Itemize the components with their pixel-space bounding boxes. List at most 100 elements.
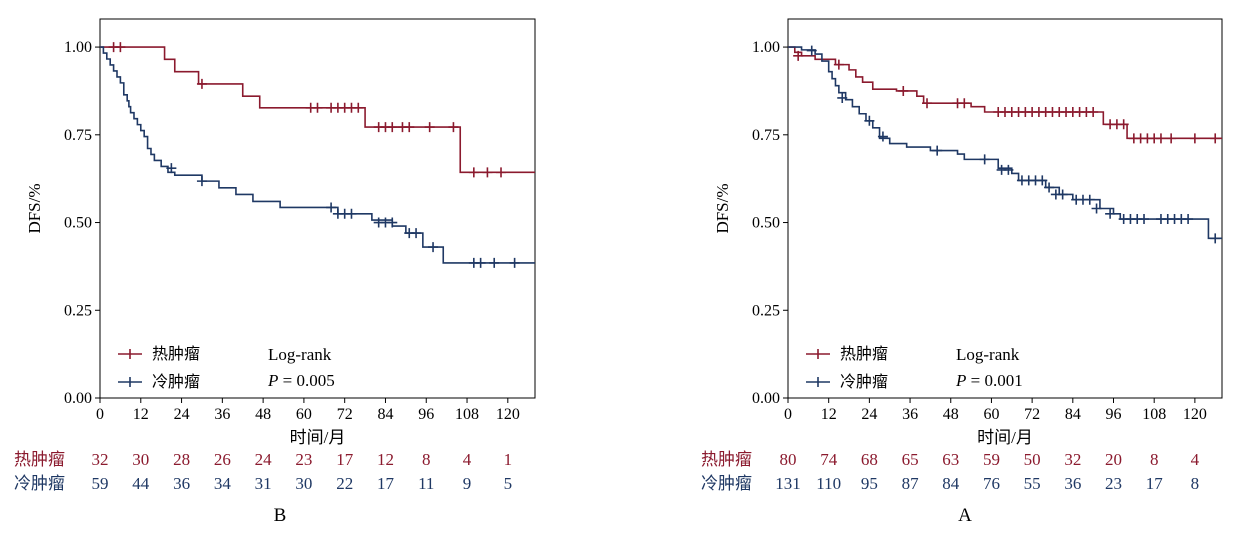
risk-count: 22 xyxy=(336,474,353,493)
risk-count: 4 xyxy=(463,450,472,469)
x-axis-title: 时间/月 xyxy=(977,428,1033,447)
y-tick-label: 1.00 xyxy=(64,39,92,56)
y-axis-title: DFS/% xyxy=(713,183,732,233)
x-tick-label: 24 xyxy=(174,406,190,423)
censor-mark xyxy=(1183,214,1194,225)
censor-mark xyxy=(1155,133,1166,144)
censor-mark xyxy=(448,122,459,133)
censor-mark xyxy=(1139,214,1150,225)
logrank-label: Log-rank xyxy=(956,345,1020,364)
risk-count: 31 xyxy=(255,474,272,493)
risk-row-label: 热肿瘤 xyxy=(14,450,65,469)
risk-count: 36 xyxy=(173,474,190,493)
x-tick-label: 120 xyxy=(496,406,520,423)
censor-mark xyxy=(196,78,207,89)
x-tick-label: 84 xyxy=(1065,406,1081,423)
x-tick-label: 60 xyxy=(983,406,999,423)
risk-count: 34 xyxy=(214,474,232,493)
y-axis-title: DFS/% xyxy=(25,183,44,233)
p-value-label: P = 0.005 xyxy=(267,371,335,390)
censor-mark xyxy=(979,154,990,165)
censor-mark xyxy=(428,242,439,253)
km-panel-a: 0.000.250.500.751.000 12 24 36 48 60 72 84 96 108… xyxy=(701,18,1223,526)
censor-mark xyxy=(833,59,844,70)
censor-mark xyxy=(115,42,126,53)
risk-count: 32 xyxy=(92,450,109,469)
censor-mark xyxy=(196,176,207,187)
censor-mark xyxy=(932,145,943,156)
x-tick-label: 0 xyxy=(96,406,104,423)
panel-letter: B xyxy=(274,505,287,526)
censor-mark xyxy=(898,85,909,96)
risk-count: 65 xyxy=(902,450,919,469)
censor-mark xyxy=(922,98,933,109)
x-tick-label: 96 xyxy=(418,406,434,423)
risk-count: 9 xyxy=(463,474,472,493)
legend-item-cold: 冷肿瘤 xyxy=(806,373,888,391)
censor-mark xyxy=(326,202,337,213)
x-tick-label: 48 xyxy=(943,406,959,423)
censor-mark xyxy=(1044,182,1055,193)
x-axis-title: 时间/月 xyxy=(290,428,346,447)
risk-count: 80 xyxy=(780,450,797,469)
legend-label: 热肿瘤 xyxy=(152,345,200,363)
risk-count: 28 xyxy=(173,450,190,469)
x-tick-label: 96 xyxy=(1106,406,1122,423)
x-tick-label: 84 xyxy=(377,406,393,423)
y-tick-label: 0.25 xyxy=(64,302,92,319)
censor-mark xyxy=(312,102,323,113)
censor-mark xyxy=(1189,133,1200,144)
x-tick-label: 108 xyxy=(455,406,479,423)
risk-count: 24 xyxy=(255,450,273,469)
censor-mark xyxy=(1210,233,1221,244)
censor-mark xyxy=(509,257,520,268)
p-value-label: P = 0.001 xyxy=(955,371,1023,390)
legend-item-cold: 冷肿瘤 xyxy=(118,373,200,391)
censor-mark xyxy=(489,257,500,268)
censor-mark xyxy=(1118,119,1129,130)
logrank-label: Log-rank xyxy=(268,345,332,364)
censor-mark xyxy=(387,122,398,133)
censor-mark xyxy=(1037,175,1048,186)
risk-count: 12 xyxy=(377,450,394,469)
x-tick-label: 120 xyxy=(1183,406,1207,423)
y-tick-label: 0.00 xyxy=(752,390,780,407)
censor-mark xyxy=(1091,203,1102,214)
y-tick-label: 0.00 xyxy=(64,390,92,407)
plot-frame xyxy=(787,18,1223,399)
y-tick-label: 1.00 xyxy=(752,39,780,56)
legend-label: 冷肿瘤 xyxy=(152,373,200,391)
censor-mark xyxy=(806,45,817,56)
p-value: = 0.001 xyxy=(966,371,1022,390)
p-symbol: P xyxy=(955,371,966,390)
risk-count: 95 xyxy=(861,474,878,493)
plot-frame xyxy=(99,18,536,399)
censor-mark xyxy=(387,217,398,228)
legend-label: 冷肿瘤 xyxy=(840,373,888,391)
x-tick-label: 24 xyxy=(861,406,877,423)
risk-row-label: 冷肿瘤 xyxy=(14,474,65,493)
censor-mark xyxy=(353,102,364,113)
risk-count: 55 xyxy=(1024,474,1041,493)
risk-count: 87 xyxy=(902,474,920,493)
x-tick-label: 60 xyxy=(296,406,312,423)
censor-mark xyxy=(411,228,422,239)
censor-mark xyxy=(837,92,848,103)
risk-count: 5 xyxy=(504,474,513,493)
risk-count: 1 xyxy=(504,450,513,469)
censor-mark xyxy=(1210,133,1221,144)
censor-mark xyxy=(404,122,415,133)
censor-mark xyxy=(1088,106,1099,117)
panel-letter: A xyxy=(958,505,972,526)
censor-mark xyxy=(496,167,507,178)
risk-count: 11 xyxy=(418,474,434,493)
risk-count: 63 xyxy=(942,450,959,469)
censor-mark xyxy=(1003,164,1014,175)
risk-count: 59 xyxy=(983,450,1000,469)
risk-count: 131 xyxy=(775,474,801,493)
risk-count: 4 xyxy=(1191,450,1200,469)
risk-count: 8 xyxy=(1191,474,1200,493)
risk-count: 59 xyxy=(92,474,109,493)
x-tick-label: 72 xyxy=(337,406,353,423)
